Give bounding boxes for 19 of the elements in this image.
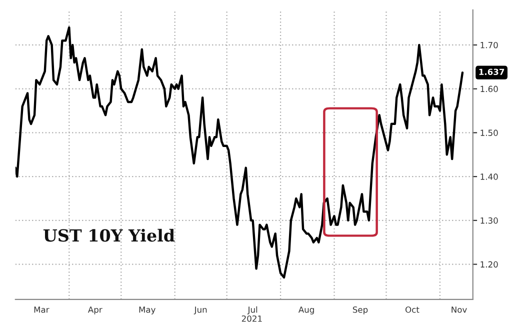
y-tick-label: 1.60 — [480, 86, 498, 92]
x-tick-label: Aug — [298, 306, 314, 314]
x-tick-label: May — [139, 306, 156, 314]
x-tick-label: Mar — [34, 306, 50, 313]
x-tick-label: Sep — [352, 306, 368, 314]
y-tick-label: 1.50 — [480, 130, 498, 136]
x-tick-label: Apr — [88, 306, 102, 314]
line-series — [15, 26, 464, 279]
y-tick-label: 1.70 — [480, 42, 498, 48]
text: 2021 — [242, 315, 262, 322]
x-tick-label: Jul — [247, 306, 258, 314]
text: UST 10Y Yield — [43, 228, 175, 242]
x-tick-label: Nov — [452, 306, 467, 313]
y-tick-label: 1.20 — [480, 261, 498, 268]
y-tick-label: 1.40 — [480, 174, 498, 180]
x-tick-label: Oct — [405, 306, 420, 313]
annotation: 1.637 — [479, 68, 504, 76]
y-tick-label: 1.30 — [480, 217, 498, 224]
x-tick-label: Jun — [194, 306, 207, 314]
